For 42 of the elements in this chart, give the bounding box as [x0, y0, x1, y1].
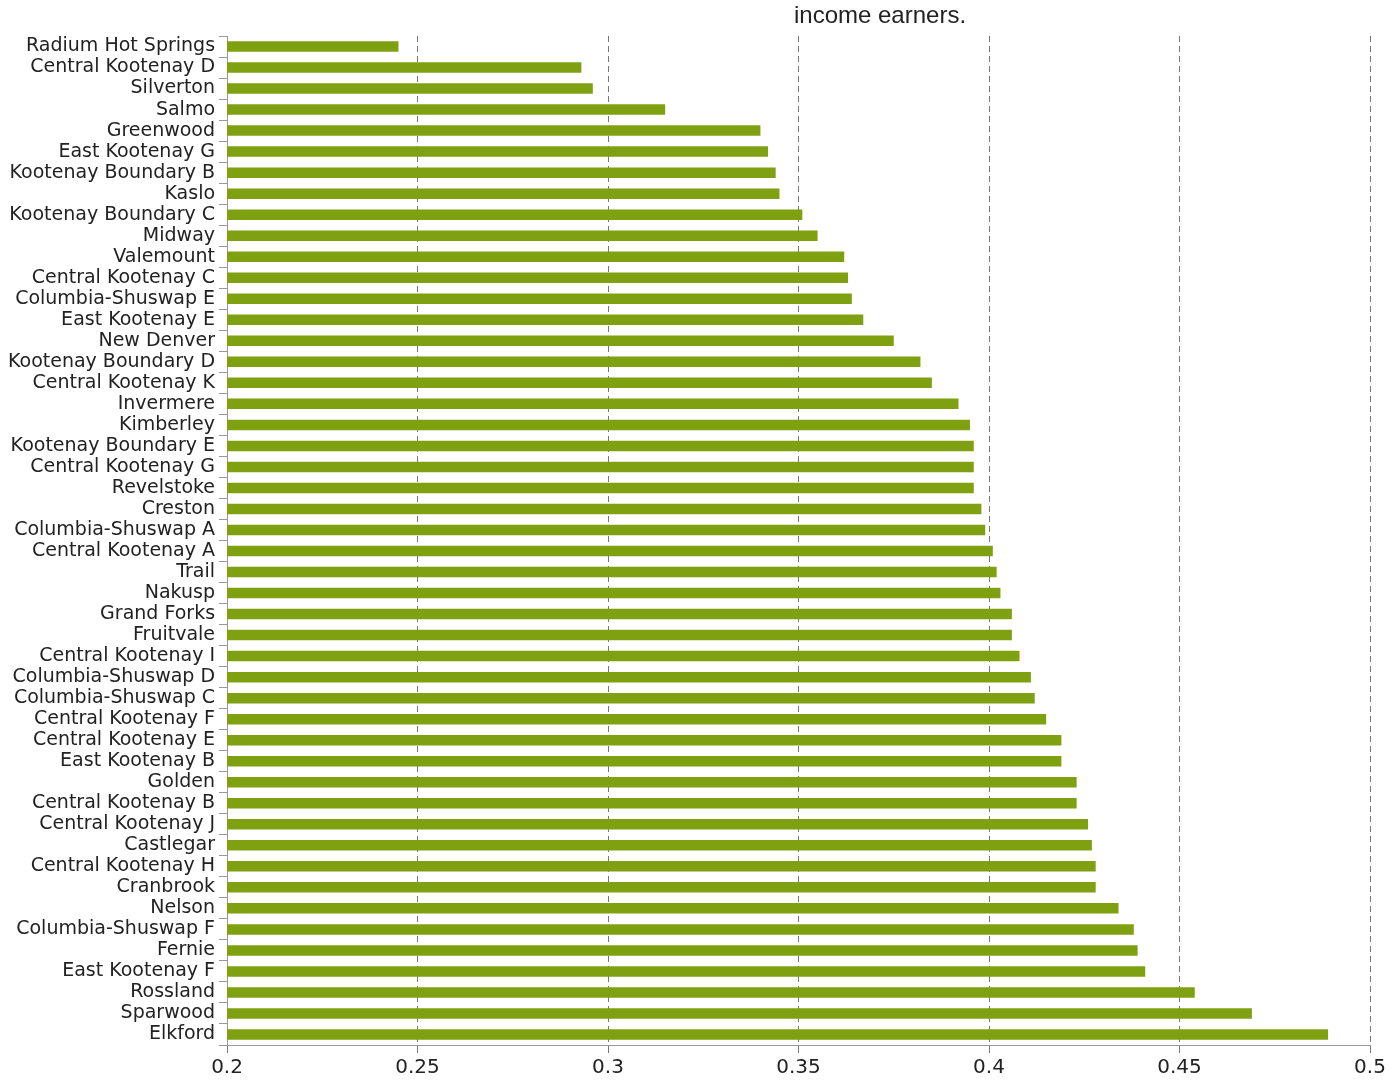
- y-tick-label: Central Kootenay B: [31, 790, 216, 813]
- y-tick-label: Grand Forks: [100, 601, 216, 624]
- y-tick-label: Silverton: [130, 75, 216, 98]
- y-tick-label: Columbia-Shuswap F: [16, 916, 216, 939]
- y-tick-label: Fernie: [156, 937, 216, 960]
- x-tick-label: 0.45: [1157, 1054, 1202, 1079]
- y-tick-label: Nakusp: [144, 579, 216, 602]
- y-tick-label: Columbia-Shuswap C: [13, 685, 216, 708]
- y-tick-label: Greenwood: [106, 117, 216, 140]
- y-tick-label: East Kootenay G: [58, 138, 216, 161]
- y-tick-label: Elkford: [148, 1021, 216, 1044]
- x-tick-label: 0.4: [973, 1054, 1005, 1079]
- y-tick-label: Central Kootenay J: [39, 811, 216, 834]
- x-tick-label: 0.3: [592, 1054, 624, 1079]
- y-tick-label: Kootenay Boundary D: [8, 348, 216, 371]
- text: income earners.: [793, 0, 967, 28]
- y-tick-label: Sparwood: [120, 1000, 216, 1023]
- y-tick-label: Radium Hot Springs: [26, 33, 216, 56]
- y-tick-label: Salmo: [155, 96, 216, 119]
- x-tick-label: 0.5: [1354, 1054, 1386, 1079]
- y-tick-label: Nelson: [150, 895, 216, 918]
- y-tick-label: Central Kootenay D: [30, 54, 216, 77]
- y-tick-label: Rossland: [130, 979, 216, 1002]
- y-tick-label: Creston: [141, 495, 216, 518]
- y-tick-label: Central Kootenay F: [34, 706, 216, 729]
- y-tick-label: Fruitvale: [133, 622, 216, 645]
- y-tick-label: Central Kootenay E: [32, 727, 216, 750]
- x-tick-label: 0.25: [395, 1054, 440, 1079]
- y-tick-label: Golden: [147, 769, 216, 792]
- y-tick-label: Kimberley: [119, 411, 216, 434]
- y-tick-label: Columbia-Shuswap D: [12, 664, 216, 687]
- x-tick-label: 0.2: [211, 1054, 243, 1079]
- y-tick-label: Castlegar: [124, 832, 216, 855]
- y-tick-label: East Kootenay F: [62, 958, 216, 981]
- y-tick-label: Kootenay Boundary C: [9, 201, 216, 224]
- y-tick-label: Central Kootenay I: [39, 643, 216, 666]
- x-tick-label: 0.35: [776, 1054, 821, 1079]
- y-tick-label: East Kootenay B: [60, 748, 216, 771]
- y-tick-label: Central Kootenay H: [30, 853, 216, 876]
- y-tick-label: Columbia-Shuswap A: [14, 516, 216, 539]
- y-tick-label: Cranbrook: [116, 874, 216, 897]
- y-tick-label: Central Kootenay C: [31, 264, 216, 287]
